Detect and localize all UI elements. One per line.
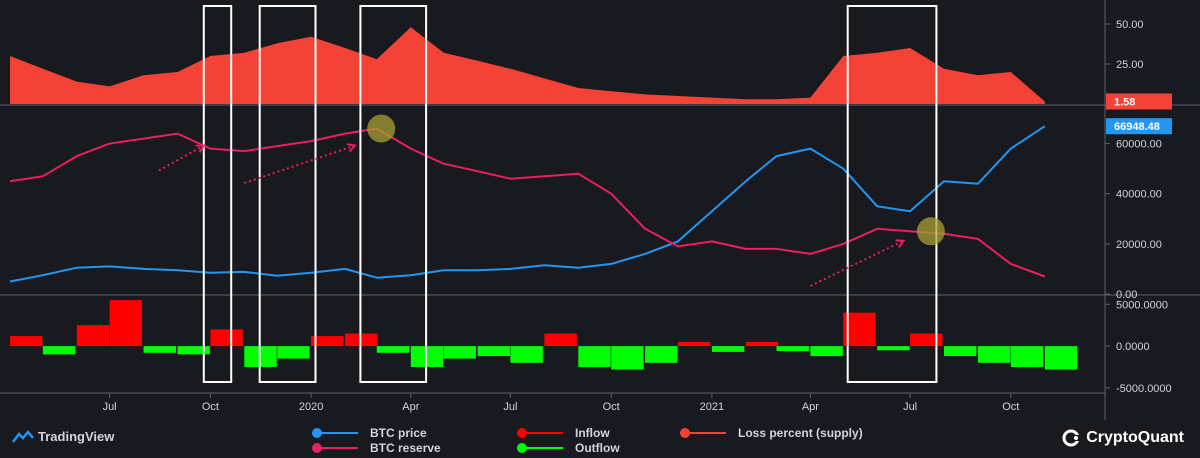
y-axis: 50.00 25.00 60000.00 40000.00 20000.00 0.0050… xyxy=(1105,19,1172,395)
highlight-box xyxy=(846,5,938,383)
legend-outflow: Outflow xyxy=(517,441,620,455)
legend-btc-reserve-label: BTC reserve xyxy=(370,441,441,455)
legend-btc-price-swatch xyxy=(312,428,358,438)
x-tick-label: Apr xyxy=(402,401,419,413)
legend-inflow-swatch xyxy=(517,428,563,438)
outflow-bar xyxy=(611,346,644,370)
outflow-bar xyxy=(177,346,210,355)
btc-price-line xyxy=(9,125,1046,283)
annotations xyxy=(158,5,945,383)
loss-percent-area xyxy=(10,27,1045,105)
outflow-bar xyxy=(477,346,510,357)
tradingview-label: TradingView xyxy=(38,429,115,444)
legend-inflow: Inflow xyxy=(517,426,610,440)
x-tick-label: Oct xyxy=(603,401,620,413)
outflow-bar xyxy=(776,346,809,352)
legend-outflow-label: Outflow xyxy=(575,441,620,455)
chart-canvas: 50.00 25.00 60000.00 40000.00 20000.00 0.0050… xyxy=(0,0,1200,420)
legend-loss-percent-label: Loss percent (supply) xyxy=(738,426,863,440)
y-tick-label: 50.00 xyxy=(1116,19,1144,31)
outflow-bar xyxy=(1044,346,1078,370)
flow-panel xyxy=(10,300,1078,370)
highlight-box xyxy=(258,5,317,383)
outflow-bar xyxy=(944,346,977,357)
trend-arrow-head xyxy=(195,144,206,153)
inflow-bar xyxy=(843,312,876,347)
inflow-bar xyxy=(677,341,711,347)
loss-percent-value-badge-label: 1.58 xyxy=(1114,97,1135,109)
y-tick-label: 5000.0000 xyxy=(1116,299,1168,311)
x-tick-label: Oct xyxy=(202,401,219,413)
y-tick-label: 0.00 xyxy=(1116,289,1137,301)
outflow-bar xyxy=(978,346,1011,363)
y-tick-label: 60000.00 xyxy=(1116,139,1162,151)
tradingview-icon xyxy=(12,429,34,443)
legend-btc-reserve: BTC reserve xyxy=(312,441,441,455)
inflow-bar xyxy=(544,333,577,347)
x-tick-label: 2021 xyxy=(700,401,724,413)
trend-arrow xyxy=(158,144,205,172)
outflow-bar xyxy=(810,346,843,357)
cryptoquant-label: CryptoQuant xyxy=(1086,429,1184,446)
outflow-bar xyxy=(711,346,745,352)
x-axis: Jul Oct 2020 Apr Jul Oct 2021 Apr Jul Oct xyxy=(103,393,1019,413)
highlight-box xyxy=(202,5,233,383)
trend-arrow xyxy=(809,239,904,287)
highlight-box xyxy=(359,5,428,383)
y-tick-label: 20000.00 xyxy=(1116,239,1162,251)
cryptoquant-logo[interactable]: CryptoQuant xyxy=(1062,429,1184,447)
outflow-bar xyxy=(42,346,76,355)
outflow-bar xyxy=(1010,346,1044,367)
price-reserve-panel xyxy=(9,125,1046,283)
legend-outflow-swatch xyxy=(517,443,563,453)
outflow-bar xyxy=(645,346,678,363)
x-tick-label: Jul xyxy=(503,401,517,413)
cryptoquant-icon xyxy=(1062,429,1081,447)
footer: TradingView BTC price BTC reserve Inflow… xyxy=(0,420,1200,458)
x-tick-label: 2020 xyxy=(299,401,323,413)
btc-reserve-line xyxy=(9,127,1046,278)
x-tick-label: Oct xyxy=(1002,401,1019,413)
legend-inflow-label: Inflow xyxy=(575,426,610,440)
outflow-bar xyxy=(443,346,476,359)
outflow-bar xyxy=(877,346,910,351)
btc-price-value-badge-label: 66948.48 xyxy=(1114,121,1160,133)
x-tick-label: Jul xyxy=(903,401,917,413)
inflow-bar xyxy=(311,336,344,347)
panel-dividers xyxy=(0,0,1200,420)
trend-arrow-head xyxy=(895,239,906,248)
outflow-bar xyxy=(376,346,410,353)
legend-loss-percent: Loss percent (supply) xyxy=(680,426,863,440)
inflow-bar xyxy=(109,300,142,347)
loss-percent-panel xyxy=(10,27,1045,105)
loss-percent-value-badge xyxy=(1106,93,1172,110)
inflow-bar xyxy=(76,325,110,347)
y-tick-label: 0.0000 xyxy=(1116,341,1150,353)
inflow-bar xyxy=(745,341,779,347)
legend-btc-price-label: BTC price xyxy=(370,426,427,440)
y-tick-label: -5000.0000 xyxy=(1116,383,1172,395)
outflow-bar xyxy=(578,346,611,367)
legend-loss-percent-swatch xyxy=(680,428,726,438)
btc-price-value-badge xyxy=(1106,118,1172,135)
y-tick-label: 25.00 xyxy=(1116,59,1144,71)
outflow-bar xyxy=(510,346,543,363)
inflow-bar xyxy=(210,329,243,347)
inflow-bar xyxy=(10,336,43,347)
x-tick-label: Apr xyxy=(802,401,819,413)
highlight-marker xyxy=(367,114,396,143)
legend-btc-price: BTC price xyxy=(312,426,427,440)
inflow-bar xyxy=(910,333,943,347)
legend-btc-reserve-swatch xyxy=(312,443,358,453)
outflow-bar xyxy=(143,346,176,353)
x-tick-label: Jul xyxy=(103,401,117,413)
highlight-marker xyxy=(916,217,945,246)
trend-arrow-head xyxy=(346,143,357,153)
outflow-bar xyxy=(277,346,310,359)
y-tick-label: 40000.00 xyxy=(1116,189,1162,201)
tradingview-logo[interactable]: TradingView xyxy=(12,429,114,444)
